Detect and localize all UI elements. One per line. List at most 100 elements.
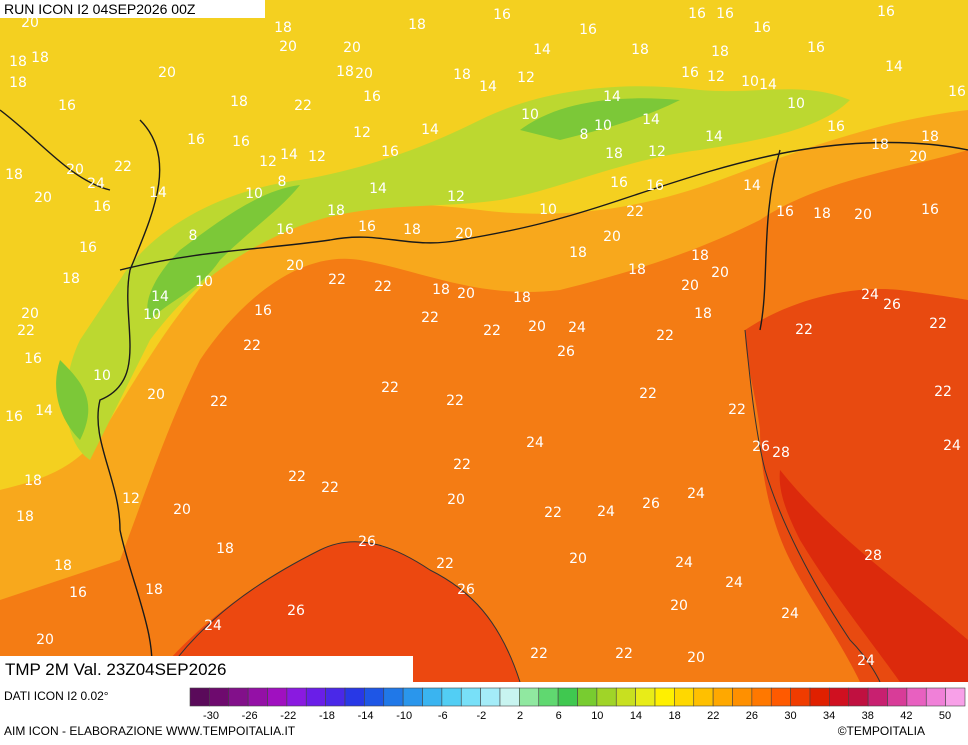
temperature-label: 24 xyxy=(781,606,799,622)
temperature-label: 20 xyxy=(854,207,872,223)
temperature-label: 16 xyxy=(688,6,706,22)
temperature-label: 24 xyxy=(568,320,586,336)
temperature-label: 10 xyxy=(93,368,111,384)
temperature-label: 22 xyxy=(294,98,312,114)
temperature-label: 16 xyxy=(24,351,42,367)
colorbar-label: 18 xyxy=(668,710,680,722)
temperature-label: 16 xyxy=(948,84,966,100)
temperature-label: 20 xyxy=(279,39,297,55)
colorbar-swatch xyxy=(441,687,462,707)
colorbar-swatch xyxy=(209,687,230,707)
colorbar-swatch xyxy=(286,687,307,707)
temperature-label: 16 xyxy=(753,20,771,36)
colorbar: -30 -26 -22 -18 -14 -10 -6 -2 2 6 10 14 18 22 26 30 34 38… xyxy=(189,687,966,722)
temperature-label: 18 xyxy=(871,137,889,153)
temperature-label: 16 xyxy=(610,175,628,191)
temperature-label: 22 xyxy=(615,646,633,662)
temperature-label: 26 xyxy=(883,297,901,313)
temperature-label: 8 xyxy=(189,228,198,244)
temperature-label: 16 xyxy=(254,303,272,319)
temperature-label: 26 xyxy=(358,534,376,550)
temperature-label: 22 xyxy=(328,272,346,288)
temperature-label: 12 xyxy=(648,144,666,160)
colorbar-swatch xyxy=(499,687,520,707)
temperature-label: 18 xyxy=(403,222,421,238)
temperature-label: 16 xyxy=(363,89,381,105)
temperature-label: 26 xyxy=(642,496,660,512)
temperature-label: 24 xyxy=(87,176,105,192)
colorbar-label: 50 xyxy=(939,710,951,722)
temperature-label: 18 xyxy=(691,248,709,264)
temperature-label: 12 xyxy=(707,69,725,85)
temperature-label: 14 xyxy=(885,59,903,75)
colorbar-label: -26 xyxy=(242,710,258,722)
colorbar-swatch xyxy=(693,687,714,707)
temperature-label: 14 xyxy=(705,129,723,145)
temperature-label: 24 xyxy=(597,504,615,520)
temperature-label: 18 xyxy=(216,541,234,557)
temperature-label: 8 xyxy=(278,174,287,190)
temperature-label: 20 xyxy=(21,15,39,31)
temperature-label: 10 xyxy=(741,74,759,90)
colorbar-swatch xyxy=(615,687,636,707)
temperature-label: 18 xyxy=(605,146,623,162)
temperature-label: 8 xyxy=(580,127,589,143)
colorbar-swatch xyxy=(305,687,326,707)
coastline xyxy=(159,329,881,683)
temperature-label: 16 xyxy=(646,178,664,194)
temperature-label: 18 xyxy=(31,50,49,66)
temperature-label: 28 xyxy=(864,548,882,564)
colorbar-swatch xyxy=(848,687,869,707)
temperature-label: 18 xyxy=(694,306,712,322)
ligurian-sea xyxy=(150,541,520,682)
colorbar-swatch xyxy=(247,687,268,707)
valid-title: TMP 2M Val. 23Z04SEP2026 xyxy=(5,660,226,679)
temperature-label: 20 xyxy=(343,40,361,56)
temperature-label: 22 xyxy=(17,323,35,339)
colorbar-swatch xyxy=(654,687,675,707)
temperature-label: 22 xyxy=(114,159,132,175)
temperature-label: 26 xyxy=(752,439,770,455)
temperature-label: 16 xyxy=(877,4,895,20)
temperature-label: 18 xyxy=(569,245,587,261)
temperature-label: 18 xyxy=(711,44,729,60)
colorbar-label: -22 xyxy=(280,710,296,722)
temperature-label: 18 xyxy=(408,17,426,33)
temperature-label: 22 xyxy=(321,480,339,496)
temperature-label: 22 xyxy=(544,505,562,521)
temperature-label: 22 xyxy=(210,394,228,410)
temperature-label: 18 xyxy=(9,54,27,70)
colorbar-swatch xyxy=(790,687,811,707)
temperature-label: 18 xyxy=(24,473,42,489)
colorbar-swatch xyxy=(480,687,501,707)
temperature-label: 20 xyxy=(457,286,475,302)
temperature-label: 20 xyxy=(21,306,39,322)
colorbar-swatch xyxy=(674,687,695,707)
temperature-label: 20 xyxy=(603,229,621,245)
temperature-label: 18 xyxy=(145,582,163,598)
temperature-label: 20 xyxy=(286,258,304,274)
temperature-label: 16 xyxy=(232,134,250,150)
temperature-label: 18 xyxy=(54,558,72,574)
temperature-label: 22 xyxy=(483,323,501,339)
colorbar-swatch xyxy=(402,687,423,707)
colorbar-swatch xyxy=(189,687,210,707)
temperature-label: 16 xyxy=(276,222,294,238)
temperature-label: 12 xyxy=(259,154,277,170)
temperature-label: 20 xyxy=(569,551,587,567)
temperature-label: 26 xyxy=(557,344,575,360)
temperature-label: 20 xyxy=(681,278,699,294)
temperature-label: 12 xyxy=(353,125,371,141)
temperature-label: 20 xyxy=(455,226,473,242)
temperature-label: 16 xyxy=(58,98,76,114)
colorbar-swatch xyxy=(712,687,733,707)
temperature-label: 14 xyxy=(533,42,551,58)
temperature-label: 16 xyxy=(921,202,939,218)
colorbar-label: -30 xyxy=(203,710,219,722)
temperature-label: 22 xyxy=(288,469,306,485)
temperature-label: 18 xyxy=(921,129,939,145)
temperature-label: 24 xyxy=(943,438,961,454)
temperature-label: 10 xyxy=(594,118,612,134)
colorbar-swatch xyxy=(557,687,578,707)
